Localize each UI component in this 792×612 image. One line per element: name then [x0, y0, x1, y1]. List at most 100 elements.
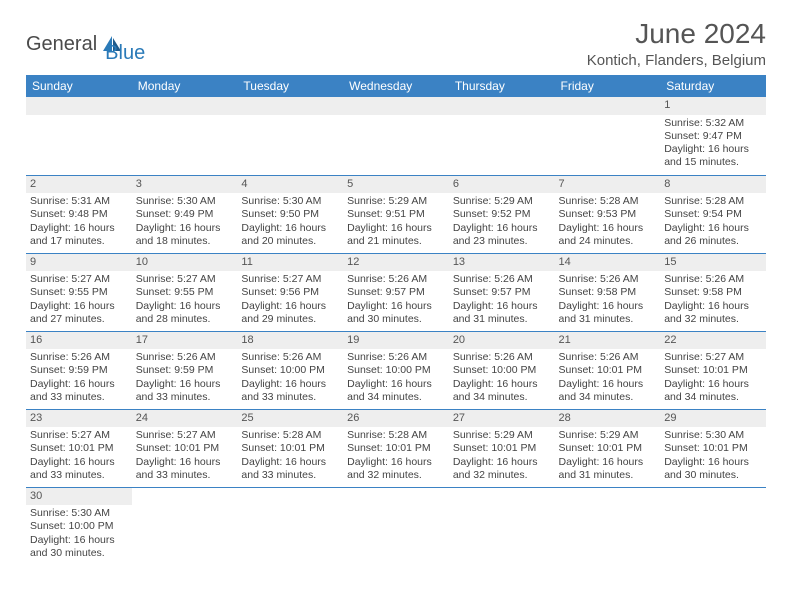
sunrise-text: Sunrise: 5:30 AM — [241, 195, 339, 208]
day-body: Sunrise: 5:32 AMSunset: 9:47 PMDaylight:… — [660, 115, 766, 174]
day-body: Sunrise: 5:30 AMSunset: 10:00 PMDaylight… — [26, 505, 132, 564]
sunset-text: Sunset: 10:01 PM — [241, 442, 339, 455]
calendar-cell: 7Sunrise: 5:28 AMSunset: 9:53 PMDaylight… — [555, 175, 661, 253]
day-number-empty — [132, 97, 238, 115]
sunset-text: Sunset: 10:01 PM — [664, 364, 762, 377]
sunrise-text: Sunrise: 5:27 AM — [30, 273, 128, 286]
calendar-cell-empty — [449, 97, 555, 175]
calendar-cell: 8Sunrise: 5:28 AMSunset: 9:54 PMDaylight… — [660, 175, 766, 253]
day-number: 16 — [26, 332, 132, 350]
day-number: 20 — [449, 332, 555, 350]
daylight-text: Daylight: 16 hours and 33 minutes. — [241, 378, 339, 404]
header: General Blue June 2024 Kontich, Flanders… — [26, 18, 766, 69]
sunset-text: Sunset: 9:58 PM — [664, 286, 762, 299]
weekday-header: Friday — [555, 75, 661, 97]
calendar-cell: 5Sunrise: 5:29 AMSunset: 9:51 PMDaylight… — [343, 175, 449, 253]
calendar-cell-empty — [660, 487, 766, 565]
sunset-text: Sunset: 10:01 PM — [664, 442, 762, 455]
day-number: 22 — [660, 332, 766, 350]
daylight-text: Daylight: 16 hours and 31 minutes. — [559, 300, 657, 326]
sunrise-text: Sunrise: 5:26 AM — [241, 351, 339, 364]
calendar-row: 16Sunrise: 5:26 AMSunset: 9:59 PMDayligh… — [26, 331, 766, 409]
calendar-cell-empty — [132, 487, 238, 565]
calendar-cell: 12Sunrise: 5:26 AMSunset: 9:57 PMDayligh… — [343, 253, 449, 331]
sunrise-text: Sunrise: 5:32 AM — [664, 117, 762, 130]
sunrise-text: Sunrise: 5:29 AM — [559, 429, 657, 442]
day-number-empty — [555, 488, 661, 506]
weekday-header: Wednesday — [343, 75, 449, 97]
day-number-empty — [555, 97, 661, 115]
daylight-text: Daylight: 16 hours and 32 minutes. — [347, 456, 445, 482]
sunrise-text: Sunrise: 5:26 AM — [453, 273, 551, 286]
calendar-cell: 29Sunrise: 5:30 AMSunset: 10:01 PMDaylig… — [660, 409, 766, 487]
sunrise-text: Sunrise: 5:26 AM — [30, 351, 128, 364]
day-body: Sunrise: 5:26 AMSunset: 10:00 PMDaylight… — [449, 349, 555, 408]
sunrise-text: Sunrise: 5:28 AM — [241, 429, 339, 442]
sunrise-text: Sunrise: 5:28 AM — [347, 429, 445, 442]
calendar-cell: 2Sunrise: 5:31 AMSunset: 9:48 PMDaylight… — [26, 175, 132, 253]
day-number: 25 — [237, 410, 343, 428]
calendar-cell: 14Sunrise: 5:26 AMSunset: 9:58 PMDayligh… — [555, 253, 661, 331]
calendar-row: 23Sunrise: 5:27 AMSunset: 10:01 PMDaylig… — [26, 409, 766, 487]
daylight-text: Daylight: 16 hours and 15 minutes. — [664, 143, 762, 169]
day-body: Sunrise: 5:26 AMSunset: 9:59 PMDaylight:… — [132, 349, 238, 408]
calendar-cell: 10Sunrise: 5:27 AMSunset: 9:55 PMDayligh… — [132, 253, 238, 331]
weekday-header: Tuesday — [237, 75, 343, 97]
calendar-cell: 22Sunrise: 5:27 AMSunset: 10:01 PMDaylig… — [660, 331, 766, 409]
sunrise-text: Sunrise: 5:26 AM — [136, 351, 234, 364]
calendar-cell: 15Sunrise: 5:26 AMSunset: 9:58 PMDayligh… — [660, 253, 766, 331]
daylight-text: Daylight: 16 hours and 33 minutes. — [30, 456, 128, 482]
day-body: Sunrise: 5:27 AMSunset: 10:01 PMDaylight… — [660, 349, 766, 408]
day-body: Sunrise: 5:26 AMSunset: 10:00 PMDaylight… — [343, 349, 449, 408]
sunrise-text: Sunrise: 5:26 AM — [347, 351, 445, 364]
sunset-text: Sunset: 9:48 PM — [30, 208, 128, 221]
title-block: June 2024 Kontich, Flanders, Belgium — [587, 18, 766, 69]
calendar-cell: 16Sunrise: 5:26 AMSunset: 9:59 PMDayligh… — [26, 331, 132, 409]
day-number-empty — [449, 97, 555, 115]
daylight-text: Daylight: 16 hours and 34 minutes. — [347, 378, 445, 404]
daylight-text: Daylight: 16 hours and 30 minutes. — [664, 456, 762, 482]
daylight-text: Daylight: 16 hours and 23 minutes. — [453, 222, 551, 248]
sunset-text: Sunset: 9:57 PM — [347, 286, 445, 299]
calendar-cell: 20Sunrise: 5:26 AMSunset: 10:00 PMDaylig… — [449, 331, 555, 409]
sunset-text: Sunset: 10:01 PM — [559, 442, 657, 455]
sunset-text: Sunset: 9:54 PM — [664, 208, 762, 221]
daylight-text: Daylight: 16 hours and 21 minutes. — [347, 222, 445, 248]
daylight-text: Daylight: 16 hours and 27 minutes. — [30, 300, 128, 326]
calendar-cell-empty — [343, 487, 449, 565]
calendar-cell: 21Sunrise: 5:26 AMSunset: 10:01 PMDaylig… — [555, 331, 661, 409]
day-number-empty — [449, 488, 555, 506]
day-body: Sunrise: 5:26 AMSunset: 10:01 PMDaylight… — [555, 349, 661, 408]
daylight-text: Daylight: 16 hours and 33 minutes. — [136, 378, 234, 404]
logo-text-general: General — [26, 33, 97, 56]
day-body: Sunrise: 5:30 AMSunset: 9:49 PMDaylight:… — [132, 193, 238, 252]
day-body: Sunrise: 5:26 AMSunset: 10:00 PMDaylight… — [237, 349, 343, 408]
sunset-text: Sunset: 9:58 PM — [559, 286, 657, 299]
day-body: Sunrise: 5:26 AMSunset: 9:58 PMDaylight:… — [555, 271, 661, 330]
daylight-text: Daylight: 16 hours and 17 minutes. — [30, 222, 128, 248]
day-number: 15 — [660, 254, 766, 272]
sunset-text: Sunset: 9:49 PM — [136, 208, 234, 221]
day-number: 11 — [237, 254, 343, 272]
day-number: 13 — [449, 254, 555, 272]
daylight-text: Daylight: 16 hours and 30 minutes. — [347, 300, 445, 326]
calendar-cell: 3Sunrise: 5:30 AMSunset: 9:49 PMDaylight… — [132, 175, 238, 253]
sunset-text: Sunset: 9:51 PM — [347, 208, 445, 221]
calendar-cell: 13Sunrise: 5:26 AMSunset: 9:57 PMDayligh… — [449, 253, 555, 331]
calendar-cell-empty — [237, 97, 343, 175]
day-number: 24 — [132, 410, 238, 428]
sunset-text: Sunset: 10:01 PM — [347, 442, 445, 455]
calendar-cell: 24Sunrise: 5:27 AMSunset: 10:01 PMDaylig… — [132, 409, 238, 487]
daylight-text: Daylight: 16 hours and 32 minutes. — [664, 300, 762, 326]
daylight-text: Daylight: 16 hours and 31 minutes. — [559, 456, 657, 482]
calendar-table: SundayMondayTuesdayWednesdayThursdayFrid… — [26, 75, 766, 565]
calendar-cell: 17Sunrise: 5:26 AMSunset: 9:59 PMDayligh… — [132, 331, 238, 409]
calendar-body: 1Sunrise: 5:32 AMSunset: 9:47 PMDaylight… — [26, 97, 766, 565]
sunrise-text: Sunrise: 5:30 AM — [664, 429, 762, 442]
daylight-text: Daylight: 16 hours and 33 minutes. — [241, 456, 339, 482]
daylight-text: Daylight: 16 hours and 33 minutes. — [136, 456, 234, 482]
sunset-text: Sunset: 10:01 PM — [559, 364, 657, 377]
day-number: 23 — [26, 410, 132, 428]
daylight-text: Daylight: 16 hours and 26 minutes. — [664, 222, 762, 248]
calendar-cell: 6Sunrise: 5:29 AMSunset: 9:52 PMDaylight… — [449, 175, 555, 253]
